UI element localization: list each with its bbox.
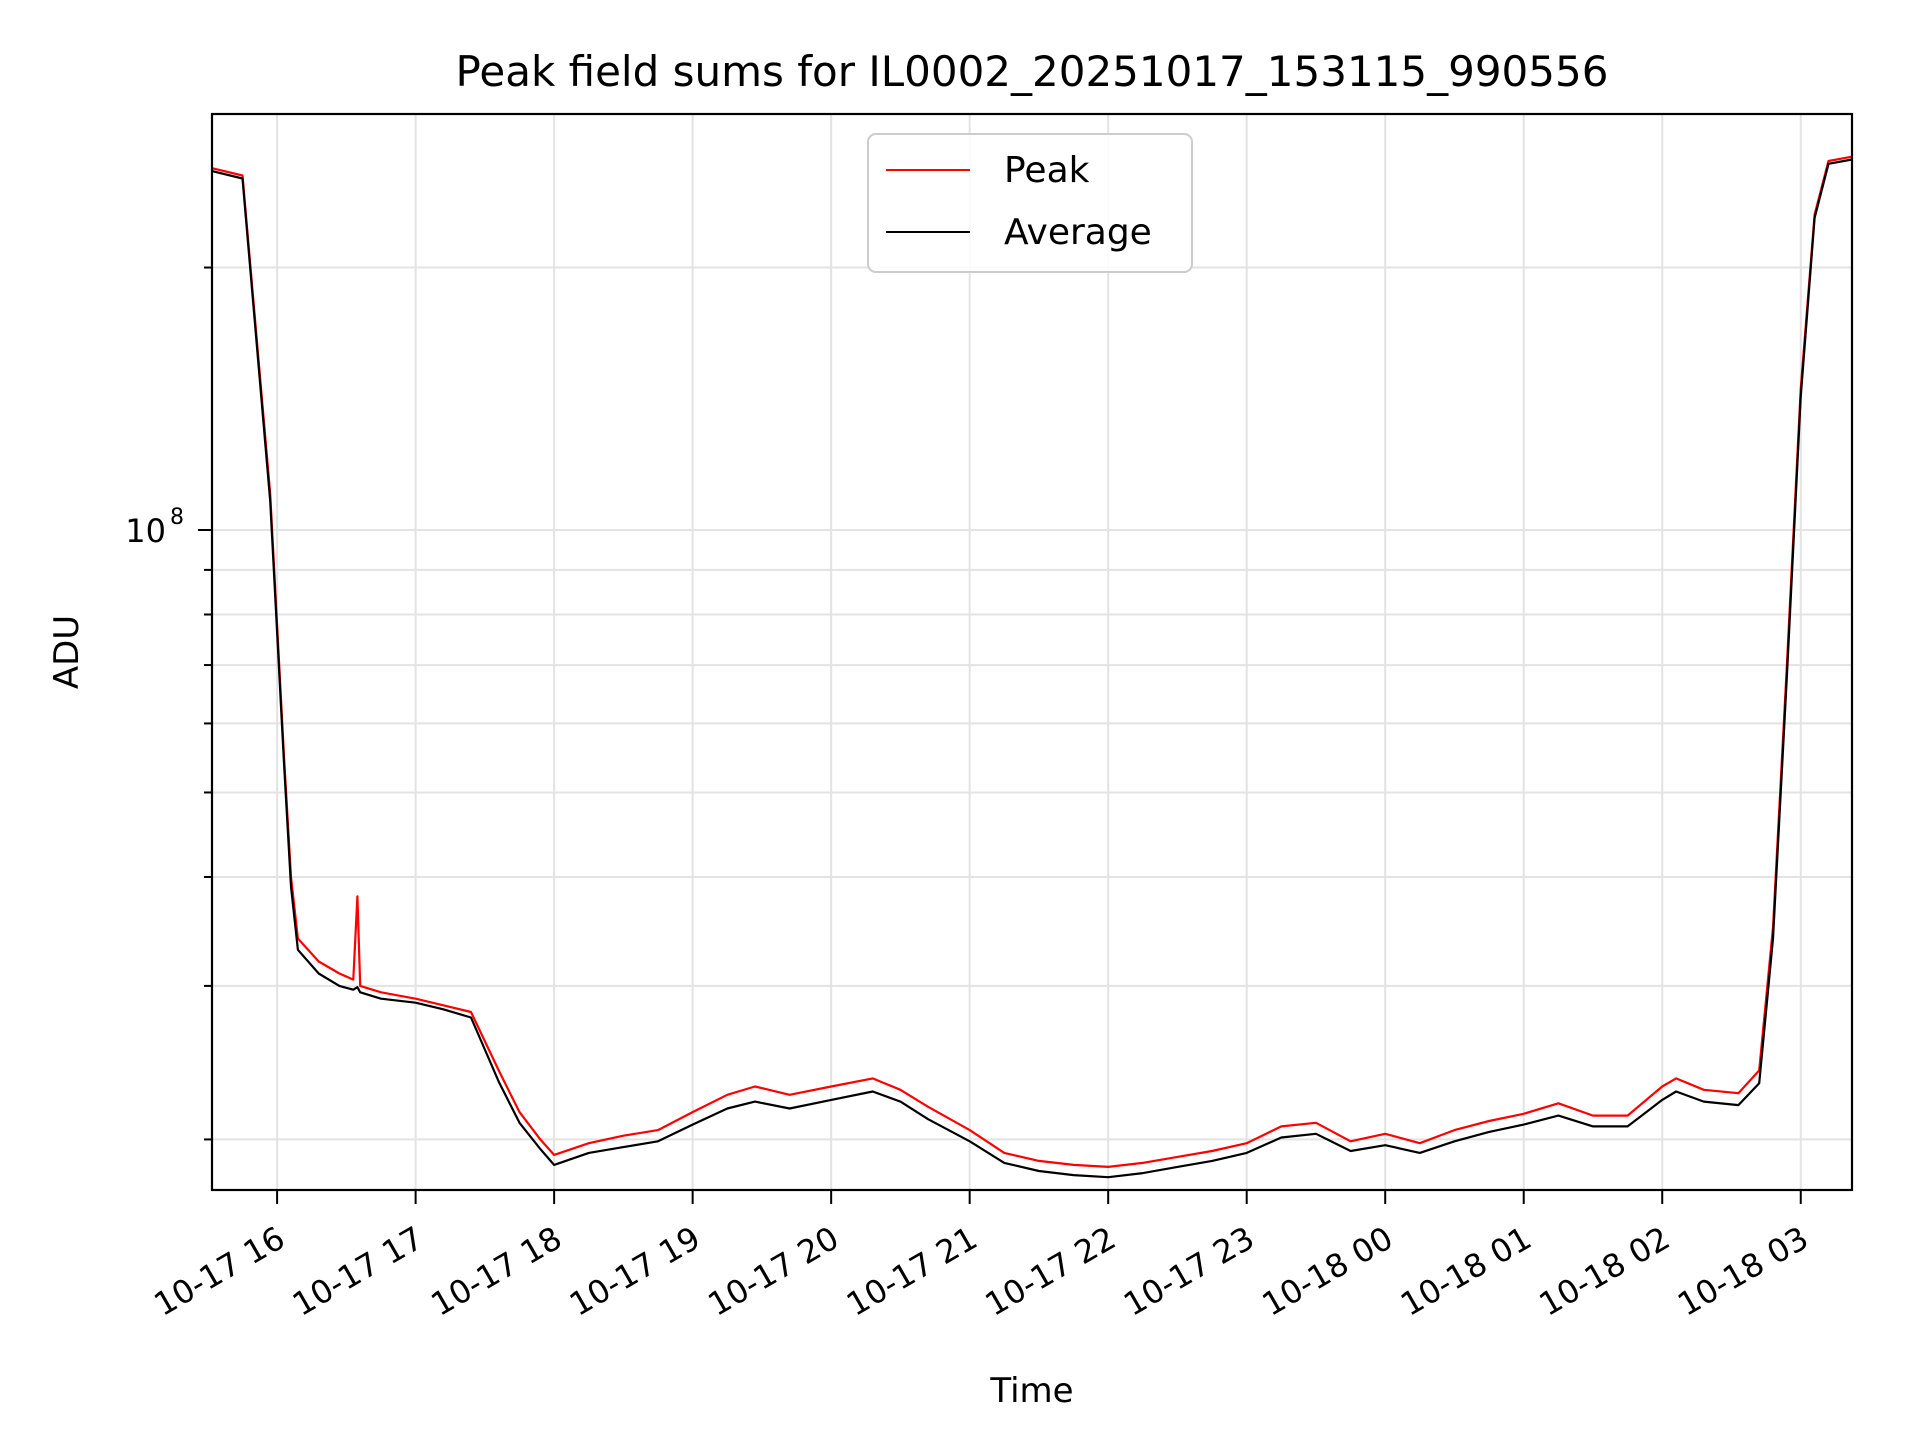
legend: Peak Average [867, 133, 1193, 273]
y-tick-label: 10 8 [125, 505, 184, 550]
legend-label-average: Average [1004, 212, 1152, 253]
legend-box [867, 133, 1193, 273]
plot-frame [210, 112, 1854, 1192]
y-tick-label-base: 10 [125, 512, 166, 550]
y-tick-label-exponent: 8 [170, 505, 184, 530]
series-line-peak [211, 155, 1853, 1168]
chart-title: Peak field sums for IL0002_20251017_1531… [456, 47, 1609, 96]
x-axis-label: Time [989, 1371, 1073, 1411]
y-axis: 10 8 [125, 266, 212, 1141]
series-line-average [211, 158, 1853, 1179]
legend-label-peak: Peak [1004, 150, 1090, 191]
series-layer [211, 155, 1853, 1179]
y-axis-label: ADU [47, 615, 87, 689]
grid [212, 114, 1852, 1190]
